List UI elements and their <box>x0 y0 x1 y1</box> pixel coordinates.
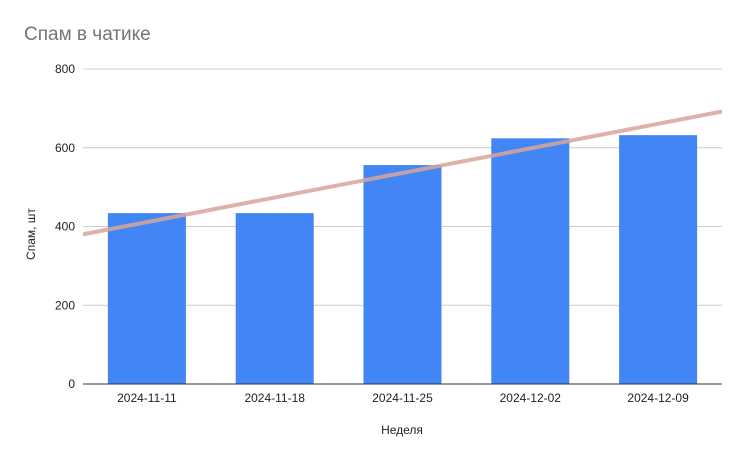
bar <box>491 138 570 384</box>
y-tick-label: 800 <box>55 62 75 76</box>
x-axis-title: Неделя <box>381 423 423 437</box>
y-tick-label: 0 <box>68 377 75 391</box>
bar <box>235 213 314 384</box>
y-axis-title: Спам, шт <box>24 208 38 260</box>
x-tick-label: 2024-12-09 <box>627 391 689 405</box>
tick-labels: 0 200 400 600 800 2024-11-11 2024-11-18 2024-11… <box>55 62 689 405</box>
bar <box>363 165 442 384</box>
chart-title: Спам в чатике <box>24 24 151 45</box>
y-tick-label: 200 <box>55 298 75 312</box>
bar <box>619 135 698 384</box>
bars <box>107 135 698 384</box>
trendline <box>82 109 723 237</box>
x-tick-label: 2024-11-11 <box>117 391 177 405</box>
x-tick-label: 2024-11-25 <box>372 391 433 405</box>
x-tick-label: 2024-12-02 <box>500 391 562 405</box>
trendline-layer <box>82 109 723 237</box>
bar <box>107 213 186 384</box>
y-tick-label: 400 <box>55 220 75 234</box>
x-tick-label: 2024-11-18 <box>244 391 305 405</box>
y-tick-label: 600 <box>55 141 75 155</box>
